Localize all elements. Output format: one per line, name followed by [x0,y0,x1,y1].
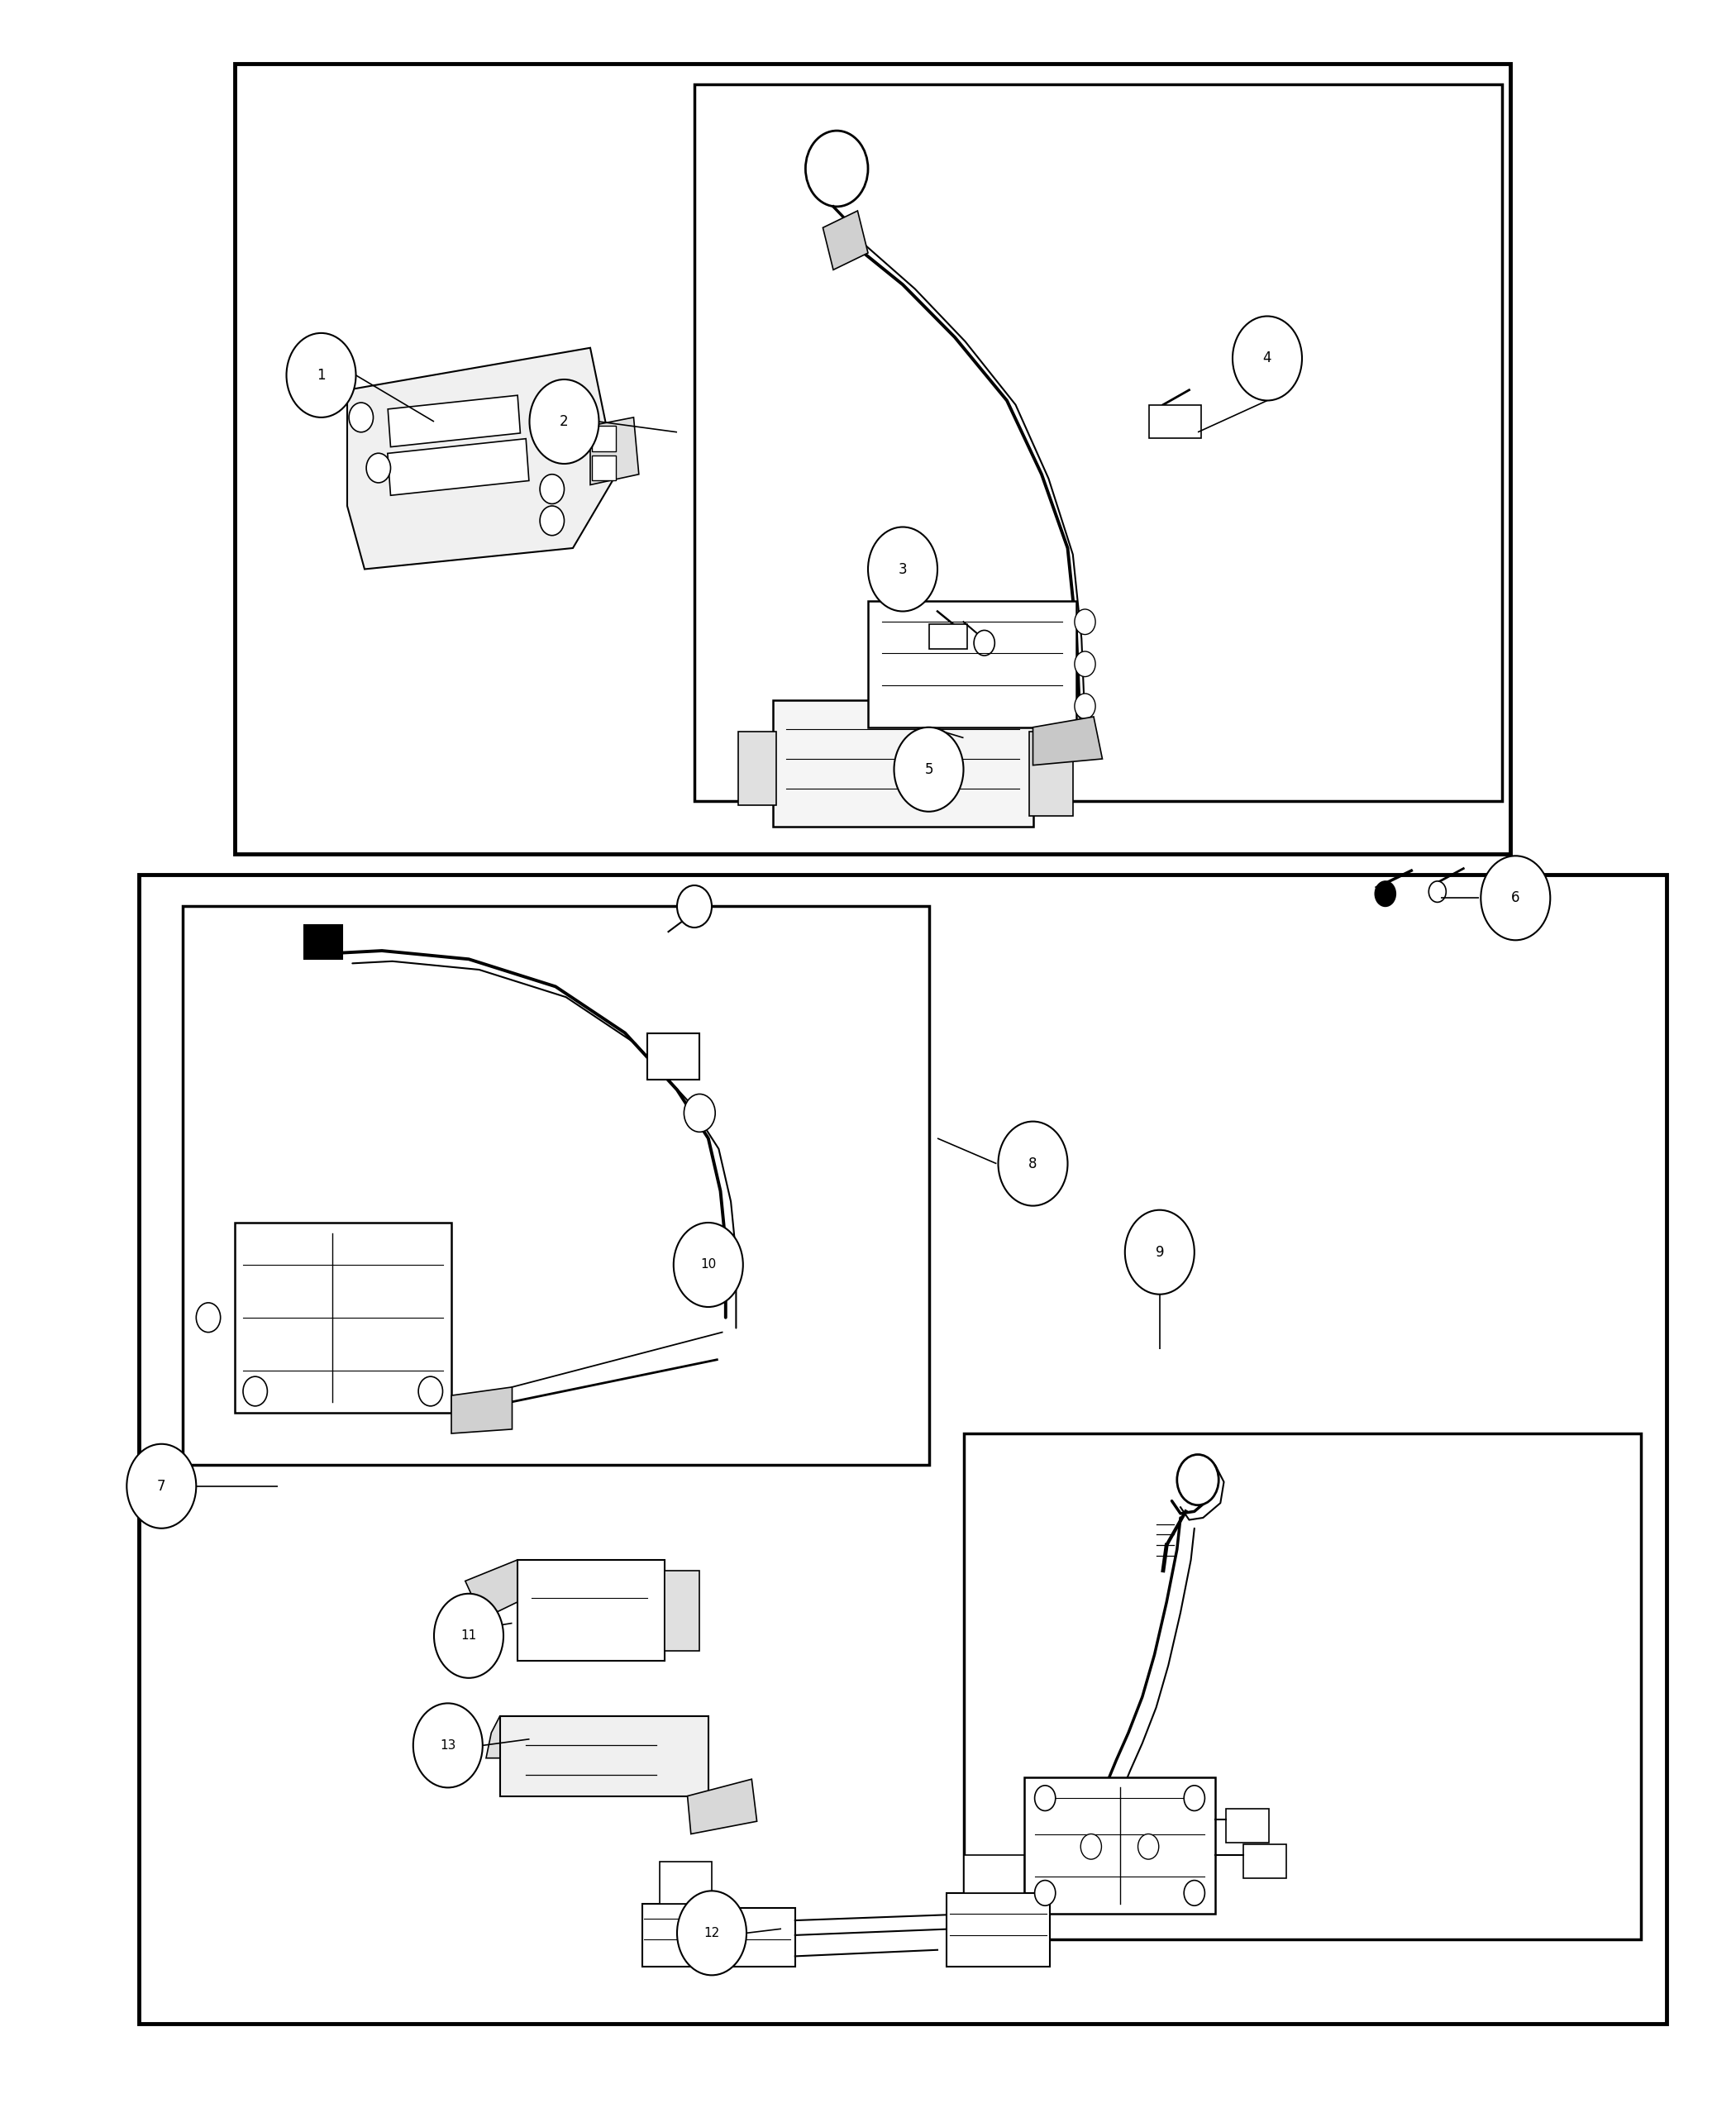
Bar [868,601,1076,727]
Circle shape [1075,609,1095,635]
Polygon shape [687,1779,757,1834]
Circle shape [894,727,963,812]
Bar [1149,405,1201,438]
Polygon shape [486,1716,500,1758]
Polygon shape [465,1560,517,1619]
Polygon shape [451,1387,512,1433]
Circle shape [418,1377,443,1406]
Text: 11: 11 [460,1629,477,1642]
Bar [648,1033,700,1079]
Circle shape [1375,881,1396,906]
Circle shape [677,1891,746,1975]
Circle shape [1429,881,1446,902]
Bar [665,1570,700,1651]
Circle shape [1080,1834,1101,1859]
Bar [517,1560,665,1661]
Circle shape [540,506,564,535]
Circle shape [434,1594,503,1678]
Circle shape [1035,1785,1055,1811]
Circle shape [1035,1880,1055,1906]
Circle shape [196,1303,220,1332]
Text: 8: 8 [1028,1155,1038,1172]
Bar [500,1716,708,1796]
Circle shape [366,453,391,483]
Circle shape [1177,1455,1219,1505]
Circle shape [677,885,712,928]
Circle shape [998,1121,1068,1206]
Text: 13: 13 [439,1739,457,1752]
Circle shape [413,1703,483,1788]
Text: 2: 2 [559,413,569,430]
Bar [929,624,967,649]
Bar [304,925,342,959]
Text: 9: 9 [1156,1244,1165,1261]
Bar [387,396,521,447]
Circle shape [127,1444,196,1528]
Circle shape [286,333,356,417]
Bar [660,1861,712,1904]
Circle shape [535,424,559,453]
Text: 3: 3 [898,561,908,578]
Circle shape [540,474,564,504]
Circle shape [1233,316,1302,401]
Text: 1: 1 [316,367,326,384]
Circle shape [684,1094,715,1132]
Circle shape [974,630,995,656]
Bar [963,1433,1641,1939]
Text: 5: 5 [924,761,934,778]
Circle shape [1125,1210,1194,1294]
Circle shape [1075,651,1095,677]
Polygon shape [823,211,868,270]
Bar [592,426,616,451]
Bar [642,1904,720,1967]
Bar [963,1855,1024,1893]
Bar [1024,1777,1215,1914]
Bar [387,438,529,495]
Bar [1029,731,1073,816]
Bar [139,875,1667,2024]
Circle shape [243,1377,267,1406]
Circle shape [1184,1785,1205,1811]
Circle shape [529,379,599,464]
Bar [234,63,1510,854]
Circle shape [868,527,937,611]
Bar [1226,1809,1269,1842]
Bar [734,1908,795,1967]
Text: 10: 10 [700,1258,717,1271]
Polygon shape [590,417,639,485]
Circle shape [674,1223,743,1307]
Polygon shape [347,348,616,569]
Bar [234,1223,451,1412]
Text: 6: 6 [1510,890,1521,906]
Bar [694,84,1502,801]
Circle shape [806,131,868,207]
Text: 4: 4 [1264,350,1271,367]
Circle shape [349,403,373,432]
Bar [182,906,929,1465]
Bar [946,1893,1050,1967]
Circle shape [1184,1880,1205,1906]
Bar [738,731,776,805]
Text: 7: 7 [158,1478,167,1495]
Circle shape [1075,694,1095,719]
Circle shape [1139,1834,1158,1859]
Bar [592,455,616,481]
Bar [773,700,1033,826]
Polygon shape [1033,717,1102,765]
Bar [1243,1844,1286,1878]
Circle shape [1481,856,1550,940]
Text: 12: 12 [703,1927,720,1939]
